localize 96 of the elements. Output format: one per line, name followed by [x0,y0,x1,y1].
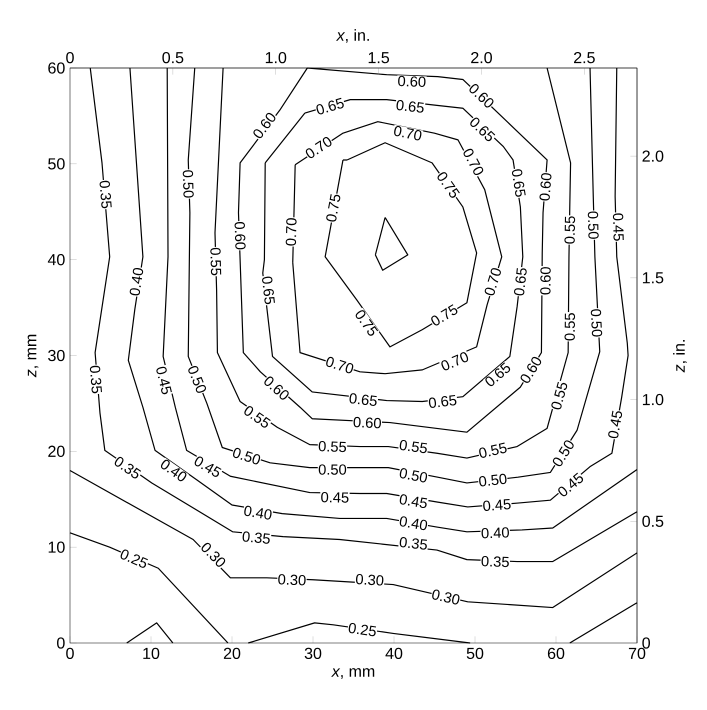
x2-axis-title: x, in. [336,29,369,43]
annotation: 0.70 [484,268,501,296]
x-tick-label: 60 [548,648,564,660]
annotation: 0.60 [540,267,551,294]
x2-tick-label: 2.0 [471,52,492,64]
annotation: 0.50 [400,468,428,482]
annotation: 0.40 [244,506,272,520]
annotation: 0.70 [441,352,468,370]
annotation: 0.70 [326,356,354,374]
x-tick-label: 0 [66,648,74,660]
y-tick-label: 60 [48,62,65,74]
annotation: 0.65 [262,276,275,304]
annotation: 0.30 [432,590,460,604]
x-tick-label: 40 [385,648,402,660]
x-tick-label: 20 [224,648,240,660]
annotation: 0.35 [100,180,112,208]
annotation: 0.40 [160,460,186,482]
annotation: 0.35 [400,537,427,550]
annotation: 0.50 [590,309,602,337]
annotation: 0.30 [356,574,384,586]
x2-tick-label: 1.0 [266,52,286,64]
annotation: 0.45 [608,410,622,438]
annotation: 0.55 [551,382,568,410]
annotation: 0.65 [512,169,526,197]
y2-tick-label: 0.5 [642,516,664,527]
y-tick-label: 10 [48,542,65,553]
annotation: 0.50 [318,464,346,475]
annotation: 0.45 [194,456,222,477]
y-tick-label: 50 [48,158,65,170]
annotation: 0.60 [264,376,289,400]
y2-tick-label: 1.0 [642,394,664,406]
annotation: 0.35 [242,531,270,544]
annotation: 0.65 [514,268,527,296]
annotation: 0.50 [188,366,206,393]
x-tick-label: 30 [304,648,322,660]
annotation: 0.40 [482,527,509,538]
y2-tick-label: 1.5 [642,272,664,284]
annotation: 0.70 [464,148,484,176]
annotation: 0.55 [400,440,428,454]
annotation: 0.60 [469,84,494,108]
x2-tick-label: 1.5 [368,52,390,64]
annotation: 0.45 [400,494,428,508]
y2-tick-label: 0 [642,637,650,649]
x-axis-title: x, mm [331,668,374,679]
annotation: 0.30 [278,574,306,586]
y-tick-label: 30 [48,350,65,362]
annotation: 0.55 [244,406,271,428]
annotation: 0.45 [483,498,511,511]
x-tick-label: 70 [628,648,646,660]
annotation: 0.70 [394,126,422,140]
annotation: 0.45 [558,472,584,496]
annotation: 0.65 [428,394,456,408]
annotation: 0.65 [396,100,424,113]
annotation: 0.75 [431,304,458,326]
annotation: 0.65 [470,118,496,142]
annotation: 0.55 [564,313,576,340]
annotation: 0.55 [210,248,222,276]
annotation: 0.35 [114,456,142,478]
annotation: 0.25 [348,622,376,636]
y-tick-label: 0 [57,637,65,649]
annotation: 0.60 [398,76,426,87]
annotation: 0.65 [350,393,377,406]
annotation: 0.50 [588,211,599,239]
y-tick-label: 40 [48,254,65,266]
annotation: 0.30 [202,542,226,567]
x-tick-label: 50 [466,648,484,660]
annotation: 0.60 [354,416,381,428]
annotation: 0.45 [612,213,624,241]
x2-tick-label: 0.5 [162,52,184,64]
annotation: 0.60 [540,173,552,201]
annotation: 0.50 [182,170,194,198]
y-tick-label: 20 [48,446,65,457]
annotation: 0.50 [479,474,507,486]
x2-tick-label: 2.5 [574,52,595,64]
annotation: 0.65 [316,98,344,114]
annotation: 0.40 [400,516,428,530]
annotation: 0.70 [286,218,297,246]
annotation: 0.25 [120,550,148,568]
annotation: 0.50 [233,448,260,464]
annotation: 0.55 [564,216,576,244]
y-axis-title: z, mm [28,334,38,378]
y2-tick-label: 2.0 [642,150,664,162]
annotation: 0.40 [130,268,144,296]
annotation: 0.75 [326,194,340,222]
annotation: 0.70 [306,136,332,158]
annotation: 0.60 [234,222,246,250]
annotation: 0.45 [156,366,172,394]
annotation: 0.35 [482,556,509,568]
annotation: 0.45 [321,492,348,503]
annotation: 0.55 [318,440,346,452]
annotation: 0.65 [485,362,510,386]
annotation: 0.55 [479,442,507,458]
annotation: 0.35 [90,366,102,394]
x2-tick-label: 0 [66,52,74,64]
x-tick-label: 10 [143,648,160,660]
y2-axis-title: z, in. [673,340,687,372]
